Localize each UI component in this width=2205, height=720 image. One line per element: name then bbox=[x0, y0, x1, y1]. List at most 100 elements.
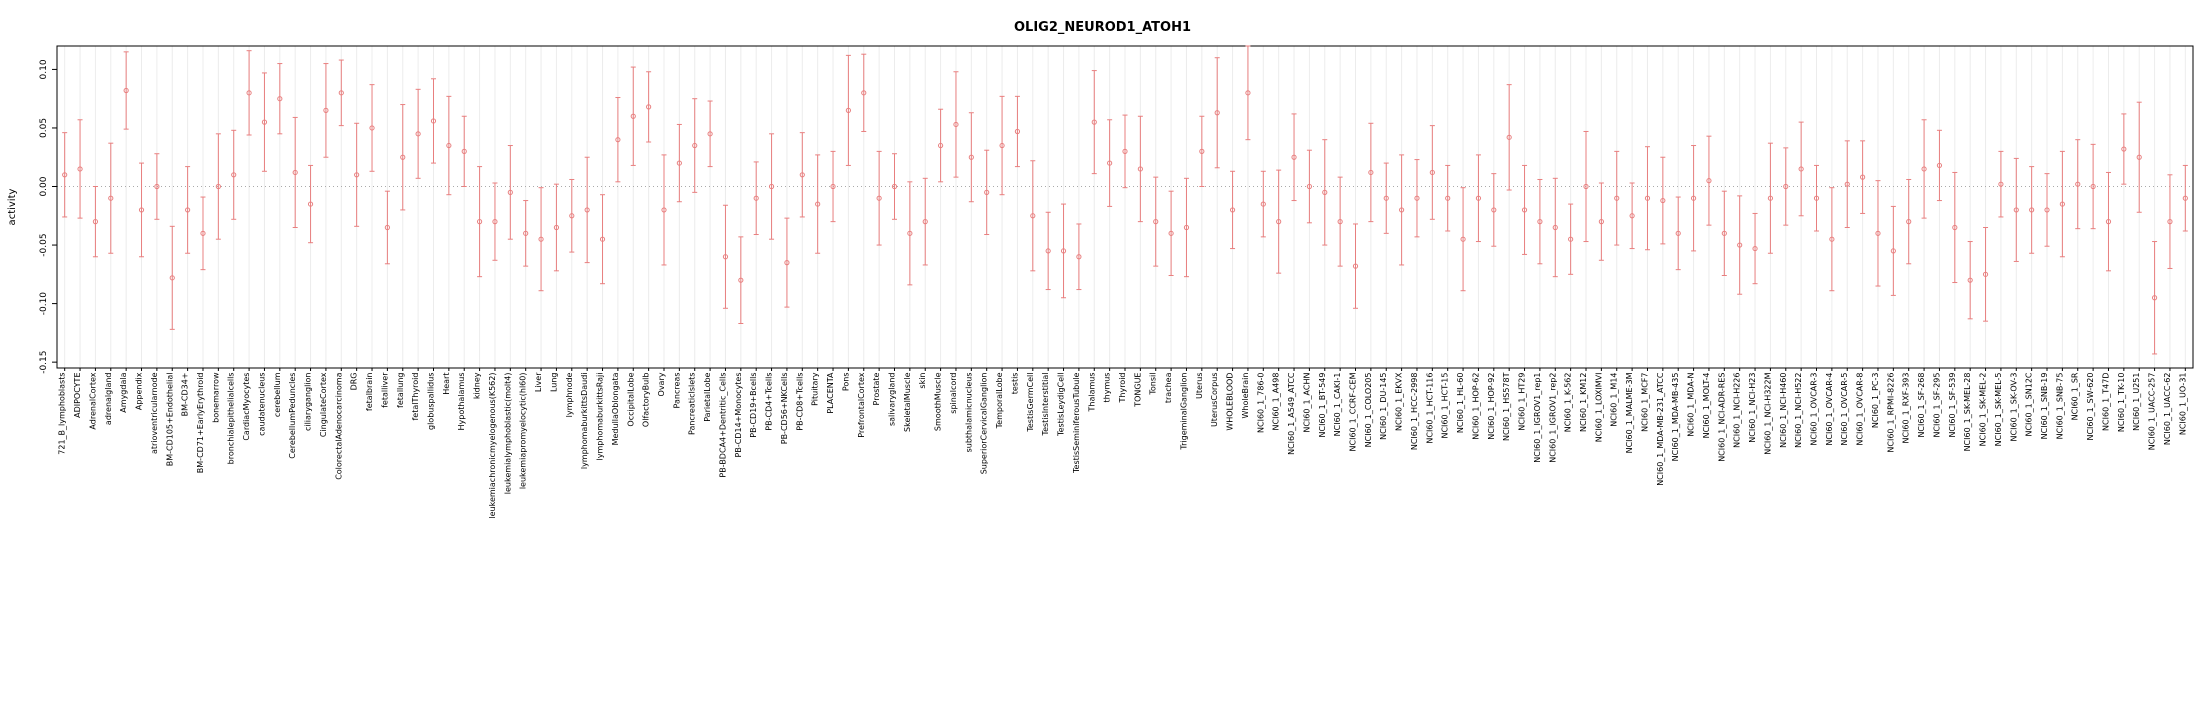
svg-text:Uterus: Uterus bbox=[1195, 373, 1204, 399]
svg-text:NCI60_1_HCC-2998: NCI60_1_HCC-2998 bbox=[1410, 373, 1419, 451]
svg-text:WholeBrain: WholeBrain bbox=[1241, 373, 1250, 419]
svg-text:lymphomaburkittsRaji: lymphomaburkittsRaji bbox=[596, 373, 605, 461]
svg-text:721_B_lymphoblasts: 721_B_lymphoblasts bbox=[58, 373, 67, 455]
y-axis-label: activity bbox=[7, 188, 18, 225]
svg-text:PLACENTA: PLACENTA bbox=[826, 372, 835, 414]
svg-text:Heart: Heart bbox=[442, 373, 451, 395]
svg-text:NCI60_1_HOP-92: NCI60_1_HOP-92 bbox=[1487, 373, 1496, 440]
svg-text:NCI60_1_NCI-H322M: NCI60_1_NCI-H322M bbox=[1763, 372, 1772, 454]
svg-text:NCI60_1_COLO205: NCI60_1_COLO205 bbox=[1364, 373, 1373, 448]
svg-text:NCI60_1_SK-MEL-2: NCI60_1_SK-MEL-2 bbox=[1979, 373, 1988, 447]
svg-text:NCI60_1_OVCAR-5: NCI60_1_OVCAR-5 bbox=[1840, 373, 1849, 446]
svg-text:CardiacMyocytes: CardiacMyocytes bbox=[242, 373, 251, 441]
svg-text:TrigeminalGanglion: TrigeminalGanglion bbox=[1179, 373, 1188, 451]
svg-text:spinalcord: spinalcord bbox=[949, 373, 958, 414]
svg-text:fetalliver: fetalliver bbox=[380, 372, 389, 408]
svg-text:PB-CD19+Bcells: PB-CD19+Bcells bbox=[749, 373, 758, 438]
svg-text:NCI60_1_ACHN: NCI60_1_ACHN bbox=[1302, 372, 1311, 432]
svg-text:TestisGermCell: TestisGermCell bbox=[1026, 373, 1035, 433]
svg-text:BM-CD71+EarlyErythroid: BM-CD71+EarlyErythroid bbox=[196, 373, 205, 474]
svg-text:NCI60_1_M14: NCI60_1_M14 bbox=[1610, 373, 1619, 427]
svg-text:NCI60_1_SNB-19: NCI60_1_SNB-19 bbox=[2040, 373, 2049, 440]
svg-text:ciliaryganglion: ciliaryganglion bbox=[304, 373, 313, 432]
svg-text:DRG: DRG bbox=[350, 373, 359, 391]
svg-text:NCI60_1_SF-295: NCI60_1_SF-295 bbox=[1932, 373, 1941, 438]
svg-text:BM-CD105+Endothelial: BM-CD105+Endothelial bbox=[165, 373, 174, 467]
svg-text:NCI60_1_MDA-MB-231_ATCC: NCI60_1_MDA-MB-231_ATCC bbox=[1656, 372, 1665, 486]
svg-text:subthalamicnucleus: subthalamicnucleus bbox=[964, 373, 973, 453]
svg-text:Thyroid: Thyroid bbox=[1118, 373, 1127, 404]
svg-text:TONGUE: TONGUE bbox=[1133, 373, 1142, 408]
svg-text:kidney: kidney bbox=[473, 372, 482, 399]
svg-text:NCI60_1_TK-10: NCI60_1_TK-10 bbox=[2117, 373, 2126, 433]
svg-text:ADIPOCYTE: ADIPOCYTE bbox=[73, 373, 82, 418]
svg-text:PB-CD14+Monocytes: PB-CD14+Monocytes bbox=[734, 373, 743, 458]
svg-text:lymphomaburkittsDaudi: lymphomaburkittsDaudi bbox=[580, 373, 589, 470]
svg-text:NCI60_1_LOXIMVI: NCI60_1_LOXIMVI bbox=[1594, 373, 1603, 443]
svg-text:NCI60_1_RPMI-8226: NCI60_1_RPMI-8226 bbox=[1886, 373, 1895, 453]
svg-text:0.05: 0.05 bbox=[39, 118, 49, 138]
svg-text:CerebellumPeduncles: CerebellumPeduncles bbox=[288, 373, 297, 459]
svg-text:-0.10: -0.10 bbox=[39, 292, 49, 316]
svg-text:leukemiapromyelocytic(hl60): leukemiapromyelocytic(hl60) bbox=[519, 373, 528, 490]
svg-text:NCI60_1_NCI-H23: NCI60_1_NCI-H23 bbox=[1748, 373, 1757, 443]
svg-text:NCI60_1_PC-3: NCI60_1_PC-3 bbox=[1871, 373, 1880, 429]
svg-text:NCI60_1_HOP-62: NCI60_1_HOP-62 bbox=[1471, 373, 1480, 440]
svg-text:OlfactoryBulb: OlfactoryBulb bbox=[642, 373, 651, 428]
svg-text:NCI60_1_OVCAR-3: NCI60_1_OVCAR-3 bbox=[1810, 373, 1819, 446]
svg-text:fetalbrain: fetalbrain bbox=[365, 373, 374, 412]
svg-text:NCI60_1_HCT-116: NCI60_1_HCT-116 bbox=[1425, 373, 1434, 444]
svg-text:NCI60_1_CAKI-1: NCI60_1_CAKI-1 bbox=[1333, 373, 1342, 437]
svg-text:-0.05: -0.05 bbox=[39, 233, 49, 256]
svg-text:TestisSeminiferousTubule: TestisSeminiferousTubule bbox=[1072, 372, 1081, 474]
grid-lines bbox=[57, 46, 2193, 368]
svg-text:cerebellum: cerebellum bbox=[273, 372, 282, 417]
svg-text:NCI60_1_MDA-N: NCI60_1_MDA-N bbox=[1687, 372, 1696, 436]
svg-text:PB-CD8+Tcells: PB-CD8+Tcells bbox=[795, 373, 804, 431]
svg-text:lymphnode: lymphnode bbox=[565, 372, 574, 417]
svg-text:NCI60_1_786-0: NCI60_1_786-0 bbox=[1256, 373, 1265, 433]
svg-text:NCI60_1_SW-620: NCI60_1_SW-620 bbox=[2086, 373, 2095, 441]
svg-text:NCI60_1_K-562: NCI60_1_K-562 bbox=[1564, 373, 1573, 433]
svg-text:leukemiachronicmyelogenous(K56: leukemiachronicmyelogenous(K562) bbox=[488, 373, 497, 519]
svg-text:NCI60_1_UO-31: NCI60_1_UO-31 bbox=[2178, 373, 2187, 436]
svg-text:NCI60_1_UACC-62: NCI60_1_UACC-62 bbox=[2163, 373, 2172, 446]
svg-text:NCI60_1_T47D: NCI60_1_T47D bbox=[2101, 373, 2110, 431]
svg-text:Tonsil: Tonsil bbox=[1149, 373, 1158, 396]
svg-text:Prostate: Prostate bbox=[872, 372, 881, 405]
svg-text:UterusCorpus: UterusCorpus bbox=[1210, 373, 1219, 428]
svg-text:NCI60_1_NCI-ADR-RES: NCI60_1_NCI-ADR-RES bbox=[1717, 373, 1726, 462]
data-points bbox=[62, 45, 2188, 355]
svg-text:Pancreas: Pancreas bbox=[672, 373, 681, 409]
svg-text:SkeletalMuscle: SkeletalMuscle bbox=[903, 372, 912, 432]
svg-text:TemporalLobe: TemporalLobe bbox=[995, 372, 1004, 429]
svg-text:CingulateCortex: CingulateCortex bbox=[319, 372, 328, 437]
svg-text:NCI60_1_A498: NCI60_1_A498 bbox=[1272, 373, 1281, 431]
svg-text:adrenalgland: adrenalgland bbox=[104, 373, 113, 426]
svg-text:NCI60_1_CCRF-CEM: NCI60_1_CCRF-CEM bbox=[1349, 372, 1358, 451]
svg-text:Ovary: Ovary bbox=[657, 372, 666, 396]
svg-text:PB-CD4+Tcells: PB-CD4+Tcells bbox=[765, 373, 774, 431]
svg-text:NCI60_1_OVCAR-8: NCI60_1_OVCAR-8 bbox=[1856, 373, 1865, 446]
svg-text:MedullaOblongata: MedullaOblongata bbox=[611, 372, 620, 445]
svg-text:NCI60_1_SK-OV-3: NCI60_1_SK-OV-3 bbox=[2009, 373, 2018, 442]
svg-text:NCI60_1_A549_ATCC: NCI60_1_A549_ATCC bbox=[1287, 372, 1296, 455]
axes: -0.15 -0.10 -0.05 0.00 0.05 0.10 activity bbox=[7, 45, 2194, 374]
svg-text:-0.15: -0.15 bbox=[39, 350, 49, 373]
svg-text:WHOLEBLOOD: WHOLEBLOOD bbox=[1226, 373, 1235, 431]
svg-text:NCI60_1_EKVX: NCI60_1_EKVX bbox=[1395, 372, 1404, 431]
svg-text:NCI60_1_OVCAR-4: NCI60_1_OVCAR-4 bbox=[1825, 373, 1834, 446]
svg-text:0.00: 0.00 bbox=[39, 176, 49, 196]
svg-text:NCI60_1_NCI-H226: NCI60_1_NCI-H226 bbox=[1733, 373, 1742, 448]
svg-text:skin: skin bbox=[918, 373, 927, 389]
x-axis-labels: 721_B_lymphoblasts ADIPOCYTE AdrenalCortex… bbox=[58, 368, 2187, 519]
svg-text:NCI60_1_HT29: NCI60_1_HT29 bbox=[1518, 373, 1527, 431]
svg-text:NCI60_1_SNB-75: NCI60_1_SNB-75 bbox=[2055, 373, 2064, 440]
svg-text:NCI60_1_IGROV1_rep1: NCI60_1_IGROV1_rep1 bbox=[1533, 373, 1542, 463]
svg-text:NCI60_1_SF-268: NCI60_1_SF-268 bbox=[1917, 373, 1926, 438]
svg-text:NCI60_1_IGROV1_rep2: NCI60_1_IGROV1_rep2 bbox=[1548, 373, 1557, 463]
svg-text:NCI60_1_MDA-MB-435: NCI60_1_MDA-MB-435 bbox=[1671, 373, 1680, 462]
svg-text:salivarygland: salivarygland bbox=[887, 373, 896, 427]
